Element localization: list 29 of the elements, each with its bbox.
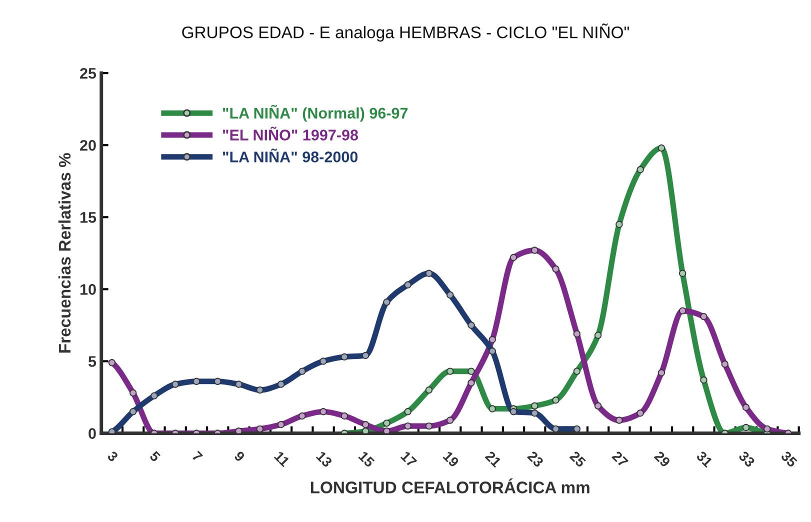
x-tick-label: 35 (780, 450, 798, 468)
y-axis-title: Frecuencias Rerlativas % (58, 153, 71, 353)
y-tick-label: 15 (80, 212, 96, 223)
x-tick-label: 9 (234, 450, 246, 462)
x-tick-label: 33 (738, 450, 756, 468)
x-tick-label: 29 (654, 450, 671, 468)
x-tick-label: 3 (106, 450, 119, 462)
x-tick-label: 19 (442, 450, 460, 468)
x-tick-label: 11 (274, 450, 290, 468)
x-tick-label: 17 (400, 450, 418, 468)
y-tick-label: 20 (80, 140, 96, 151)
x-axis-title: LONGITUD CEFALOTORÁCICA mm (310, 478, 590, 494)
x-tick-label: 5 (149, 450, 161, 462)
x-tick-label: 7 (192, 450, 203, 462)
x-tick-label: 25 (569, 450, 586, 468)
legend-label: "EL NIÑO" 1997-98 (223, 126, 358, 140)
legend-label: "LA NIÑA" 98-2000 (223, 148, 358, 162)
x-tick-label: 21 (484, 450, 502, 468)
y-tick-label: 5 (88, 356, 96, 367)
x-tick-label: 27 (612, 450, 629, 468)
x-tick-label: 13 (316, 450, 333, 468)
legend-label: "LA NIÑA" (Normal) 96-97 (223, 104, 408, 122)
chart-title: GRUPOS EDAD - E analoga HEMBRAS - CICLO "EL NIÑO" (182, 23, 629, 42)
y-tick-label: 10 (80, 284, 96, 295)
y-tick-label: 0 (88, 428, 96, 439)
x-tick-label: 23 (526, 450, 544, 468)
y-tick-label: 25 (80, 68, 96, 79)
x-tick-label: 31 (696, 450, 714, 468)
x-tick-label: 15 (358, 450, 375, 468)
